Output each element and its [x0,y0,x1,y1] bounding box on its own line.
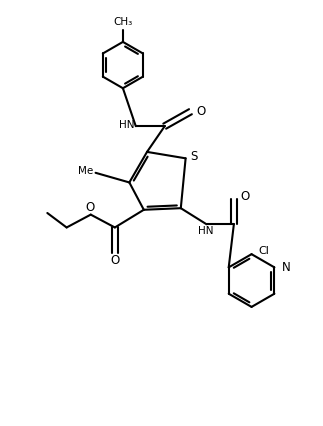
Text: CH₃: CH₃ [113,17,132,27]
Text: HN: HN [119,120,134,130]
Text: Me: Me [78,166,94,176]
Text: S: S [190,150,197,163]
Text: O: O [86,201,95,214]
Text: HN: HN [198,226,214,236]
Text: Cl: Cl [258,246,269,256]
Text: O: O [240,190,250,204]
Text: O: O [196,105,205,118]
Text: O: O [110,254,120,267]
Text: N: N [281,261,290,274]
